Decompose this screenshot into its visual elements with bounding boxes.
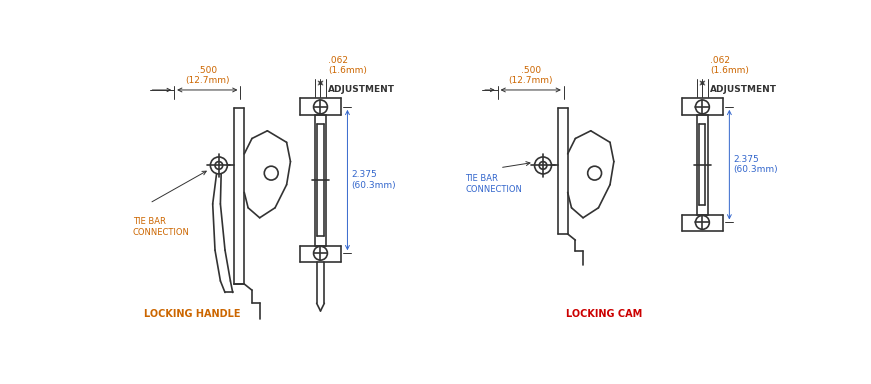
Text: LOCKING HANDLE: LOCKING HANDLE xyxy=(144,309,240,319)
Text: .500
(12.7mm): .500 (12.7mm) xyxy=(509,66,553,85)
Text: TIE BAR
CONNECTION: TIE BAR CONNECTION xyxy=(465,174,522,194)
Text: ADJUSTMENT: ADJUSTMENT xyxy=(710,84,777,94)
Text: ADJUSTMENT: ADJUSTMENT xyxy=(328,84,395,94)
Text: 2.375
(60.3mm): 2.375 (60.3mm) xyxy=(351,170,396,190)
Text: TIE BAR
CONNECTION: TIE BAR CONNECTION xyxy=(132,217,190,237)
Text: .062
(1.6mm): .062 (1.6mm) xyxy=(710,56,749,75)
Text: .062
(1.6mm): .062 (1.6mm) xyxy=(328,56,367,75)
Text: 2.375
(60.3mm): 2.375 (60.3mm) xyxy=(733,155,778,174)
Text: .500
(12.7mm): .500 (12.7mm) xyxy=(185,66,230,85)
Text: LOCKING CAM: LOCKING CAM xyxy=(566,309,642,319)
